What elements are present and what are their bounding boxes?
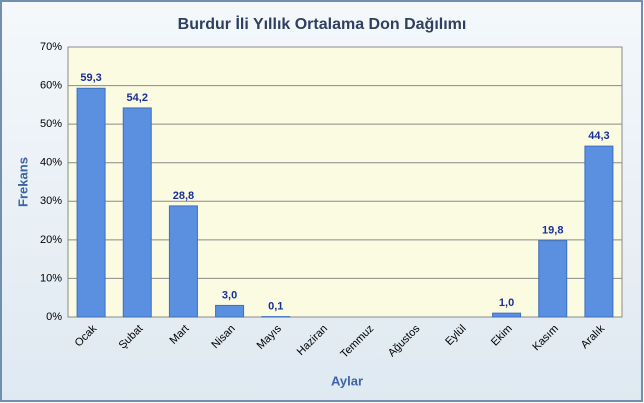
y-tick-label: 10% bbox=[40, 272, 62, 284]
y-tick-label: 30% bbox=[40, 195, 62, 207]
data-label: 0,1 bbox=[268, 301, 283, 313]
y-tick-label: 40% bbox=[40, 157, 62, 169]
bar bbox=[122, 107, 152, 318]
x-axis-label: Aylar bbox=[331, 373, 363, 388]
data-label: 44,3 bbox=[588, 130, 609, 142]
data-label: 1,0 bbox=[499, 297, 514, 309]
data-label: 3,0 bbox=[222, 289, 237, 301]
y-tick-label: 0% bbox=[46, 311, 62, 323]
data-label: 59,3 bbox=[80, 72, 101, 84]
y-axis-label: Frekans bbox=[15, 157, 30, 207]
bar bbox=[168, 205, 198, 318]
bar bbox=[584, 145, 614, 318]
y-tick-label: 20% bbox=[40, 234, 62, 246]
bar bbox=[538, 240, 568, 318]
data-label: 28,8 bbox=[173, 190, 194, 202]
plot-area bbox=[67, 46, 623, 318]
y-tick-label: 50% bbox=[40, 118, 62, 130]
y-tick-label: 60% bbox=[40, 79, 62, 91]
data-label: 54,2 bbox=[127, 92, 148, 104]
bar bbox=[76, 87, 106, 318]
bar bbox=[215, 304, 245, 318]
data-label: 19,8 bbox=[542, 225, 563, 237]
bar bbox=[492, 312, 522, 318]
y-tick-label: 70% bbox=[40, 41, 62, 53]
chart-title: Burdur İli Yıllık Ortalama Don Dağılımı bbox=[178, 15, 467, 33]
